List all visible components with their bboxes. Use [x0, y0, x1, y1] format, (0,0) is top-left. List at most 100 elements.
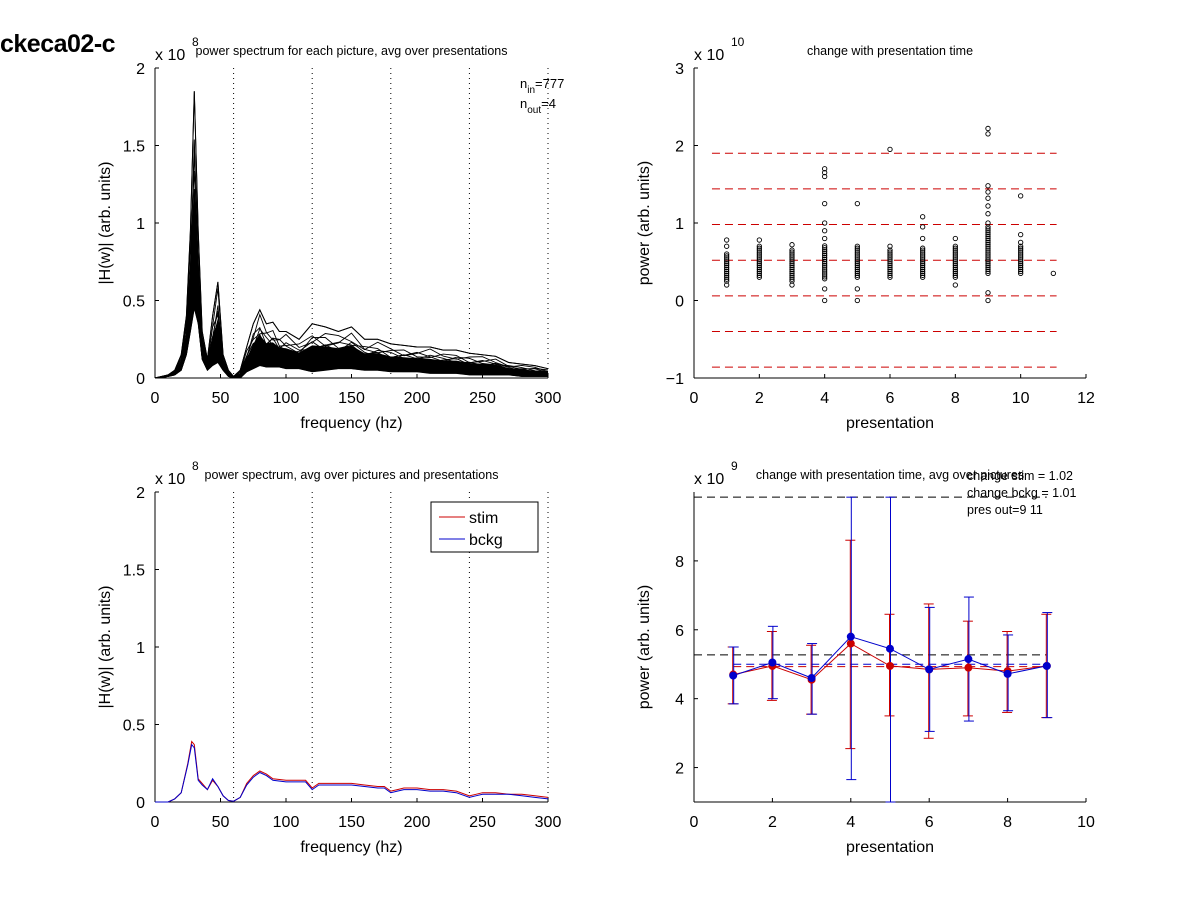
scatter-point	[756, 274, 762, 280]
scatter-point	[854, 270, 860, 277]
scatter-point	[822, 258, 828, 265]
scatter-point	[985, 245, 991, 251]
scatter-point	[822, 276, 828, 282]
scatter-point	[985, 247, 991, 253]
scatter-point	[822, 166, 828, 172]
scatter-point	[920, 264, 926, 271]
stat-annotation: change bckg = 1.01	[967, 486, 1077, 500]
scatter-point	[920, 274, 926, 280]
scatter-point	[985, 297, 991, 304]
scatter-point	[789, 266, 795, 273]
scatter-point	[985, 290, 991, 296]
data-point-bckg	[768, 658, 777, 667]
y-tick-label: 2	[136, 61, 145, 78]
scatter-point	[985, 261, 991, 267]
scatter-point	[952, 268, 958, 275]
scatter-point	[822, 228, 828, 234]
scatter-point	[822, 270, 828, 276]
scatter-point	[822, 266, 828, 272]
scatter-point	[920, 266, 926, 273]
scatter-point	[854, 259, 860, 265]
scatter-point	[952, 257, 958, 263]
axis-exponent-base: x 10	[155, 47, 185, 64]
scatter-point	[952, 253, 958, 259]
x-tick-label: 4	[846, 814, 855, 831]
scatter-point	[822, 254, 828, 261]
scatter-point	[822, 262, 828, 268]
chart-title: change with presentation time, avg over …	[756, 468, 1024, 482]
scatter-point	[985, 226, 991, 232]
x-tick-label: 50	[212, 814, 230, 831]
scatter-point	[822, 286, 828, 292]
scatter-point	[724, 266, 730, 273]
figure-title: ckeca02-c	[0, 30, 116, 58]
y-tick-label: 6	[675, 623, 684, 640]
scatter-point	[887, 266, 893, 273]
scatter-point	[952, 251, 958, 257]
scatter-point	[952, 245, 958, 251]
scatter-point	[854, 261, 860, 267]
scatter-point	[920, 224, 926, 230]
scatter-point	[756, 264, 762, 271]
scatter-point	[724, 255, 730, 261]
scatter-point	[1018, 239, 1024, 246]
data-point-bckg	[925, 665, 934, 674]
chart-br: 0 2 4 6 8 10 2 4 6 8 presentation power (arb. units…	[636, 459, 1095, 856]
scatter-point	[854, 266, 860, 273]
scatter-point	[756, 245, 762, 251]
scatter-point	[920, 261, 926, 267]
x-tick-label: 8	[951, 390, 960, 407]
scatter-point	[724, 259, 730, 265]
scatter-point	[920, 253, 926, 259]
scatter-point	[822, 235, 828, 242]
scatter-point	[985, 251, 991, 257]
scatter-point	[920, 257, 926, 263]
spectrum-trace	[154, 272, 549, 379]
scatter-point	[952, 266, 958, 273]
scatter-point	[822, 250, 828, 257]
scatter-point	[724, 264, 730, 271]
scatter-point	[887, 257, 893, 263]
scatter-point	[756, 261, 762, 267]
y-tick-label: 0.5	[123, 718, 145, 735]
scatter-point	[887, 264, 893, 271]
y-tick-label: 0.5	[123, 294, 145, 311]
scatter-point	[952, 249, 958, 255]
scatter-point	[985, 230, 991, 236]
scatter-point	[854, 255, 860, 261]
n-in-annotation: nin=777	[520, 76, 564, 96]
x-tick-label: 6	[886, 390, 895, 407]
scatter-point	[1018, 266, 1024, 273]
scatter-point	[789, 255, 795, 261]
scatter-point	[822, 247, 828, 253]
scatter-point	[985, 125, 991, 132]
scatter-point	[1018, 193, 1024, 199]
scatter-point	[756, 255, 762, 261]
scatter-point	[985, 259, 991, 265]
scatter-point	[854, 251, 860, 257]
chart-title: power spectrum for each picture, avg ove…	[196, 44, 508, 58]
axis-exponent-power: 8	[192, 35, 199, 49]
scatter-point	[985, 270, 991, 277]
scatter-point	[887, 259, 893, 265]
scatter-point	[985, 239, 991, 246]
scatter-point	[756, 251, 762, 257]
series-line-stim	[155, 740, 549, 803]
scatter-point	[1018, 268, 1024, 275]
scatter-point	[724, 251, 730, 257]
scatter-point	[887, 262, 893, 269]
legend-label-stim: stim	[469, 510, 498, 527]
chart-tl: 0 50 100 150 200 250 300 0 0.5 1 1.5 2 frequency (hz…	[97, 35, 564, 432]
scatter-point	[985, 243, 991, 249]
scatter-point	[920, 270, 926, 277]
scatter-point	[724, 272, 730, 278]
x-tick-label: 0	[690, 390, 699, 407]
scatter-point	[952, 261, 958, 267]
scatter-point	[1018, 255, 1024, 261]
scatter-point	[887, 274, 893, 280]
scatter-point	[724, 237, 730, 243]
scatter-point	[985, 220, 991, 226]
scatter-point	[887, 270, 893, 277]
scatter-point	[920, 268, 926, 275]
scatter-point	[952, 270, 958, 277]
